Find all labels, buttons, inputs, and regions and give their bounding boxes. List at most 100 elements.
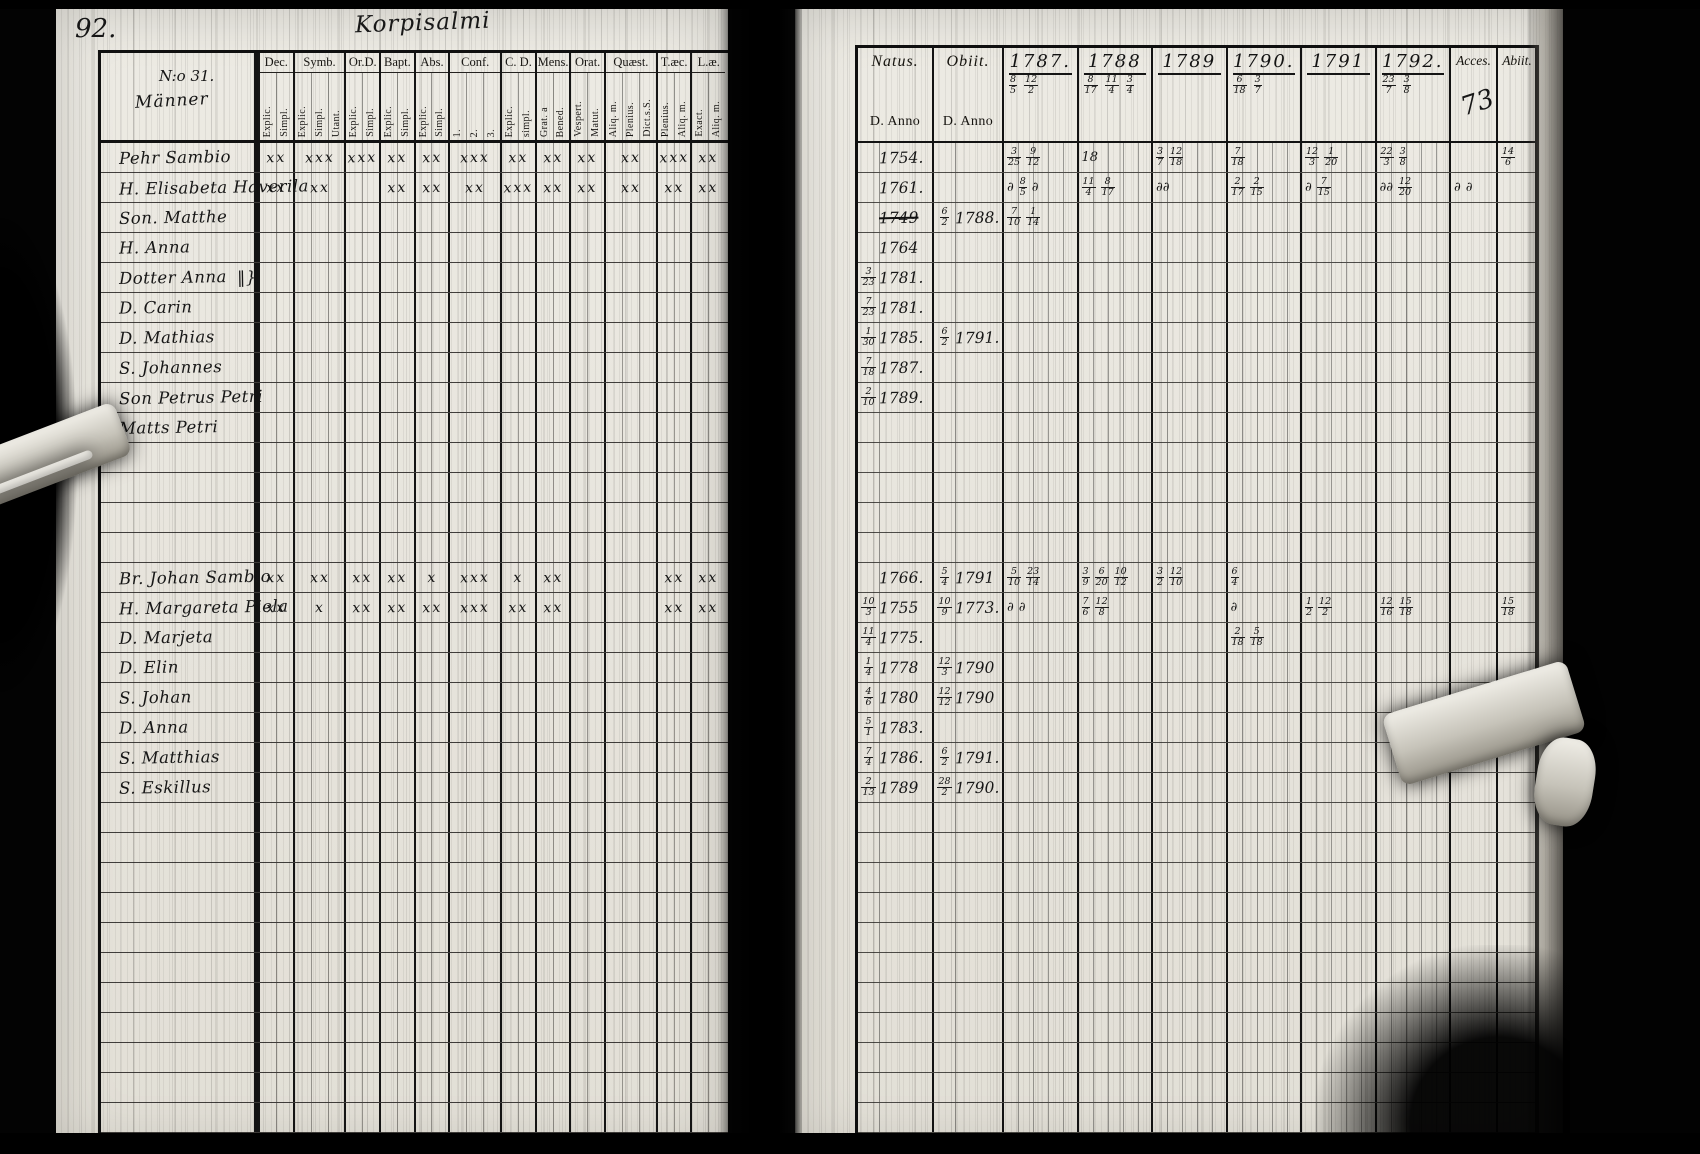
natus-cell (858, 923, 932, 952)
subcolumn-cell (396, 683, 414, 712)
subcolumn-cell (466, 533, 483, 562)
marks-cell (448, 383, 500, 412)
subcolumn-cell (362, 593, 379, 622)
subcolumn-cell (517, 203, 535, 232)
marks-cell (603, 443, 656, 472)
marks-cell (344, 863, 379, 892)
subcolumn-cell (381, 923, 397, 952)
subcolumn-label: Explic. (382, 105, 394, 137)
left-page: 92. Korpisalmi N:o 31. Männer Dec. Explic. S… (55, 8, 728, 1154)
communion-marks: xx (663, 569, 685, 586)
marks-cell (500, 743, 535, 772)
subcolumn-cell (275, 623, 293, 652)
abiit-cell (1496, 833, 1535, 862)
subcolumn-cell (708, 203, 725, 232)
table-row (858, 893, 1535, 923)
subcolumn-cell (260, 1043, 276, 1072)
table-row: D. Carin (101, 293, 728, 323)
date-fraction: 10 3 (861, 596, 876, 618)
subcolumn-cell (346, 1043, 362, 1072)
communion-marks: xx (266, 149, 287, 166)
subcolumn-cell (295, 1013, 311, 1042)
subcolumn-label: Explic. (504, 105, 516, 137)
marks-cell (413, 713, 449, 742)
subcolumn-cell (621, 533, 639, 562)
subcolumn-cell (552, 833, 570, 862)
communion-marks: xx (387, 149, 408, 166)
acces-cell (1449, 923, 1496, 952)
subcolumn-cell (260, 893, 276, 922)
subcolumn-cell (517, 1013, 535, 1042)
natus-cell: 1754. (858, 143, 932, 172)
subcolumn-cell (621, 653, 639, 682)
acces-cell (1449, 443, 1496, 472)
year-cell (1002, 233, 1077, 262)
subcolumn-cell (416, 713, 432, 742)
subcolumn-cell (673, 683, 691, 712)
subcolumn-cell (431, 143, 448, 172)
year-cell (1076, 923, 1151, 952)
year-cell (1225, 233, 1300, 262)
anno-label: D. Anno (942, 114, 994, 129)
subcolumn-cell (295, 473, 311, 502)
subcolumn-label: Simpl. (313, 108, 325, 137)
subcolumn-cell (295, 743, 311, 772)
marks-cell (655, 473, 691, 502)
year-cell: ∂ ∂ (1002, 593, 1077, 622)
subcolumn-cell (658, 713, 674, 742)
subcolumn-cell (327, 1013, 345, 1042)
marks-cell (500, 1043, 535, 1072)
subcolumn-cell (517, 833, 535, 862)
communion-marks: xx (421, 179, 443, 196)
subcolumn-cell (621, 1013, 639, 1042)
obiit-cell (932, 383, 1002, 412)
subcolumn-cell (310, 803, 328, 832)
date-fraction: 12 10 (1169, 566, 1184, 588)
subcolumn-cell (416, 323, 432, 352)
year-cell (1374, 533, 1449, 562)
subcolumn-cell (552, 143, 570, 172)
subcolumn-cell (587, 233, 604, 262)
subcolumn-cell (466, 443, 483, 472)
subcolumn-cell (310, 863, 328, 892)
marks-cell: xx (500, 593, 535, 622)
subcolumn-cell (346, 413, 362, 442)
obiit-cell (932, 1073, 1002, 1102)
acces-cell (1449, 413, 1496, 442)
marks-cell (413, 1073, 449, 1102)
column-group-header: Symb. Explic. Simpl. Utant. (292, 53, 345, 140)
year-cell (1002, 1043, 1077, 1072)
natus-cell (858, 893, 932, 922)
subcolumn-cell (537, 983, 553, 1012)
subcolumn-cell (260, 833, 276, 862)
marks-cell (534, 473, 570, 502)
subcolumn-cell (517, 593, 535, 622)
abiit-cell (1496, 503, 1535, 532)
name-cell: Matts Petri (101, 413, 258, 442)
subcolumn-cell (431, 203, 448, 232)
column-group-label: Or.D. (346, 53, 380, 73)
subcolumn-cell (537, 803, 553, 832)
subcolumn-cell (552, 563, 570, 592)
subcolumn-cell (502, 1043, 518, 1072)
marks-cell (534, 683, 570, 712)
year-cell (1076, 953, 1151, 982)
marks-cell: xx (534, 143, 570, 172)
abiit-cell (1496, 863, 1535, 892)
marks-cell (379, 773, 414, 802)
table-row: +Son. Matthe (101, 203, 728, 233)
marks-cell (603, 683, 656, 712)
year-cell (1374, 623, 1449, 652)
subcolumn-cell (450, 623, 466, 652)
communion-marks: xx (387, 599, 408, 616)
subcolumn-cell (362, 833, 379, 862)
table-row: +D. Elin (101, 653, 728, 683)
subcolumn-cell (431, 863, 448, 892)
subcolumn-cell (396, 1103, 414, 1132)
marks-cell (448, 473, 500, 502)
year-cell (1225, 713, 1300, 742)
subcolumn-cell (537, 653, 553, 682)
